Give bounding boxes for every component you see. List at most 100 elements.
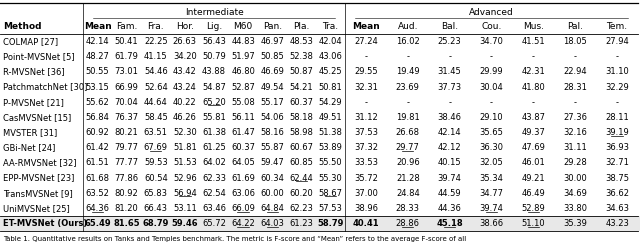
Text: 55.87: 55.87 [260, 143, 284, 152]
Text: 37.53: 37.53 [354, 128, 378, 137]
Text: 18.05: 18.05 [563, 37, 587, 46]
Text: Mus.: Mus. [523, 22, 544, 32]
Text: 34.63: 34.63 [605, 204, 629, 213]
Text: 58.79: 58.79 [317, 219, 344, 228]
Text: 39.74: 39.74 [438, 174, 461, 183]
Text: Fra.: Fra. [147, 22, 164, 32]
Text: 64.02: 64.02 [202, 158, 226, 167]
Text: 60.00: 60.00 [260, 189, 284, 198]
Text: 33.53: 33.53 [354, 158, 378, 167]
Text: 43.42: 43.42 [173, 67, 196, 76]
Text: GBi-Net [24]: GBi-Net [24] [3, 143, 56, 152]
Text: Advanced: Advanced [469, 8, 514, 18]
Text: 34.70: 34.70 [479, 37, 504, 46]
Text: 58.18: 58.18 [289, 113, 313, 122]
Text: 61.47: 61.47 [231, 128, 255, 137]
Text: 32.29: 32.29 [605, 82, 629, 92]
Text: 63.52: 63.52 [86, 189, 109, 198]
Text: 24.84: 24.84 [396, 189, 420, 198]
Text: AA-RMVSNet [32]: AA-RMVSNet [32] [3, 158, 77, 167]
Text: 30.00: 30.00 [563, 174, 587, 183]
Text: 21.28: 21.28 [396, 174, 420, 183]
Text: 52.30: 52.30 [173, 128, 196, 137]
Text: 55.50: 55.50 [319, 158, 342, 167]
Text: 31.12: 31.12 [354, 113, 378, 122]
Text: 55.17: 55.17 [260, 98, 284, 107]
Text: 66.43: 66.43 [144, 204, 168, 213]
Text: 41.51: 41.51 [522, 37, 545, 46]
Text: 81.20: 81.20 [115, 204, 138, 213]
Text: 51.97: 51.97 [231, 52, 255, 61]
Text: 51.53: 51.53 [173, 158, 196, 167]
Text: 60.67: 60.67 [289, 143, 314, 152]
Text: 42.12: 42.12 [438, 143, 461, 152]
Text: 56.43: 56.43 [202, 37, 226, 46]
Text: -: - [573, 98, 577, 107]
Text: 41.15: 41.15 [144, 52, 168, 61]
Text: 45.18: 45.18 [436, 219, 463, 228]
Text: 80.21: 80.21 [115, 128, 138, 137]
Text: PatchmatchNet [30]: PatchmatchNet [30] [3, 82, 88, 92]
Text: CasMVSNet [15]: CasMVSNet [15] [3, 113, 71, 122]
Text: 64.36: 64.36 [86, 204, 109, 213]
Text: 35.65: 35.65 [479, 128, 504, 137]
Text: 77.86: 77.86 [115, 174, 139, 183]
Text: 51.10: 51.10 [522, 219, 545, 228]
Text: 52.38: 52.38 [289, 52, 313, 61]
Text: UniMVSNet [25]: UniMVSNet [25] [3, 204, 70, 213]
Text: 53.11: 53.11 [173, 204, 196, 213]
Text: 36.30: 36.30 [479, 143, 504, 152]
Text: 50.85: 50.85 [260, 52, 284, 61]
Text: 30.04: 30.04 [479, 82, 504, 92]
Text: -: - [406, 52, 410, 61]
Text: Tem.: Tem. [607, 22, 628, 32]
Text: 44.64: 44.64 [144, 98, 168, 107]
Text: 29.55: 29.55 [354, 67, 378, 76]
Text: 54.21: 54.21 [289, 82, 313, 92]
Text: 43.87: 43.87 [522, 113, 545, 122]
Text: 80.92: 80.92 [115, 189, 138, 198]
Text: 22.94: 22.94 [563, 67, 587, 76]
Text: Pal.: Pal. [567, 22, 583, 32]
Text: 27.24: 27.24 [354, 37, 378, 46]
Text: 43.88: 43.88 [202, 67, 226, 76]
Text: 34.69: 34.69 [563, 189, 587, 198]
Text: 54.06: 54.06 [260, 113, 284, 122]
Text: 42.14: 42.14 [86, 37, 109, 46]
Text: Pan.: Pan. [262, 22, 282, 32]
Text: -: - [490, 98, 493, 107]
Text: 53.89: 53.89 [319, 143, 342, 152]
Text: 50.55: 50.55 [86, 67, 109, 76]
Text: 61.42: 61.42 [86, 143, 109, 152]
Text: 40.15: 40.15 [438, 158, 461, 167]
Text: 50.41: 50.41 [115, 37, 138, 46]
Text: 54.87: 54.87 [202, 82, 226, 92]
Text: 59.47: 59.47 [260, 158, 284, 167]
Text: 48.53: 48.53 [289, 37, 313, 46]
Text: 61.25: 61.25 [202, 143, 226, 152]
Text: 46.01: 46.01 [522, 158, 545, 167]
Text: 60.34: 60.34 [260, 174, 284, 183]
Text: 64.03: 64.03 [260, 219, 284, 228]
Text: 32.05: 32.05 [479, 158, 504, 167]
Text: 52.96: 52.96 [173, 174, 196, 183]
Text: Pla.: Pla. [293, 22, 310, 32]
Text: -: - [364, 52, 367, 61]
Text: 63.06: 63.06 [231, 189, 255, 198]
Text: 36.93: 36.93 [605, 143, 629, 152]
Text: 28.33: 28.33 [396, 204, 420, 213]
Text: EPP-MVSNet [23]: EPP-MVSNet [23] [3, 174, 74, 183]
Text: 40.41: 40.41 [353, 219, 380, 228]
Text: 67.69: 67.69 [144, 143, 168, 152]
Text: 63.51: 63.51 [144, 128, 168, 137]
Text: 26.68: 26.68 [396, 128, 420, 137]
Text: 61.51: 61.51 [86, 158, 109, 167]
Text: 39.74: 39.74 [479, 204, 504, 213]
Text: 64.84: 64.84 [260, 204, 284, 213]
Text: 29.10: 29.10 [480, 113, 503, 122]
Text: 34.20: 34.20 [173, 52, 196, 61]
Text: 58.67: 58.67 [319, 189, 342, 198]
Text: 50.87: 50.87 [289, 67, 313, 76]
Text: 64.22: 64.22 [231, 219, 255, 228]
Text: COLMAP [27]: COLMAP [27] [3, 37, 58, 46]
